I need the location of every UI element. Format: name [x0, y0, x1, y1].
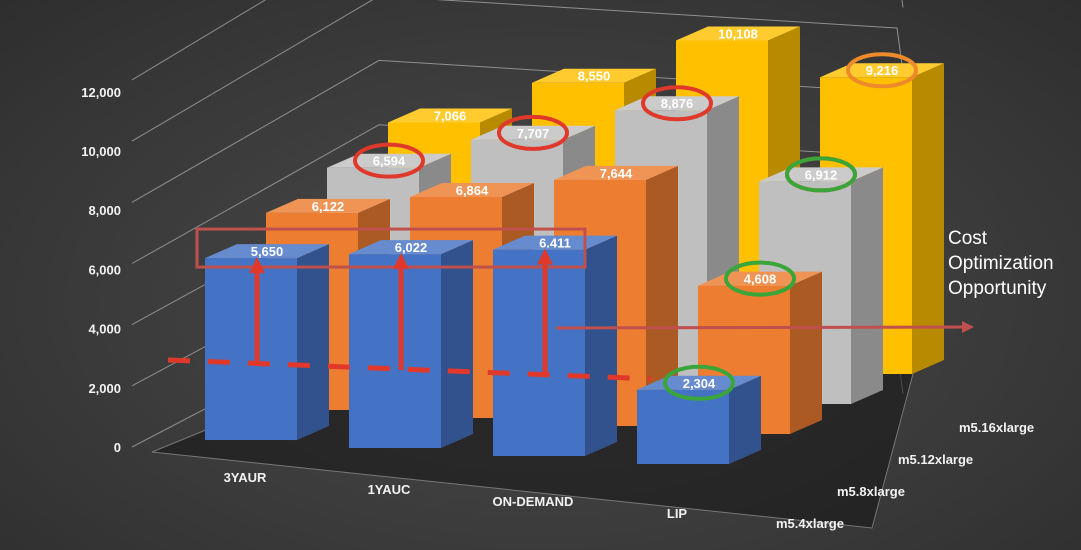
bar-value-label: 2,304	[683, 376, 716, 391]
bar-side-face	[912, 63, 944, 374]
bar-top-face	[676, 26, 800, 41]
bar-value-label: 10,108	[718, 27, 758, 42]
bar-value-label: 5,650	[251, 244, 284, 259]
bar: 5,650	[205, 244, 329, 440]
bar-front-face	[349, 254, 441, 448]
bar-value-label: 8,550	[578, 69, 611, 84]
bar-value-label: 6,912	[805, 167, 838, 182]
bar-top-face	[349, 240, 473, 255]
bar-value-label: 6.411	[539, 236, 571, 251]
bars: 7,066 8,550 10,108 9,216 6,594 7,707 8,876 6,91…	[205, 26, 944, 464]
callout-arrow	[555, 321, 974, 334]
bar-front-face	[205, 258, 297, 440]
highlight-circle	[663, 364, 735, 401]
highlight-box	[195, 227, 587, 269]
bar-front-face	[493, 249, 585, 456]
y-tick-label: 12,000	[81, 85, 121, 100]
bar-value-label: 9,216	[866, 63, 899, 78]
bar-top-face	[266, 198, 390, 213]
bar-side-face	[851, 167, 883, 404]
gridline	[131, 0, 904, 142]
y-tick-label: 4,000	[88, 322, 121, 337]
callout-line-2: Optimization	[948, 253, 1054, 274]
bar-side-face	[297, 244, 329, 440]
bar-top-face	[554, 165, 678, 180]
series-axis-labels: m5.4xlarge m5.8xlarge m5.12xlarge m5.16xlar…	[776, 420, 1034, 531]
annotations	[167, 52, 974, 401]
bar-value-label: 7,066	[434, 108, 467, 123]
bar-side-face	[729, 375, 761, 464]
highlight-circle	[497, 114, 569, 151]
bar-side-face	[790, 271, 822, 434]
bar-top-face	[532, 68, 656, 83]
bar-value-label: 6,122	[312, 199, 345, 214]
highlight-circle	[846, 52, 918, 89]
series-axis-label: m5.16xlarge	[959, 420, 1034, 435]
bar-value-label: 4,608	[744, 272, 777, 287]
highlight-circle	[724, 260, 796, 297]
x-tick-label: ON-DEMAND	[493, 494, 574, 509]
bar: 6.411	[493, 236, 617, 456]
baseline-dashed-line	[167, 357, 652, 382]
highlight-circle	[353, 142, 425, 179]
bar-value-label: 7,707	[517, 126, 550, 141]
y-axis-ticks: 0 2,000 4,000 6,000 8,000 10,000 12,000	[81, 85, 121, 455]
series-axis-label: m5.12xlarge	[898, 452, 973, 467]
bar-top-face	[205, 244, 329, 259]
gridline	[131, 0, 904, 81]
cost-optimization-callout: Cost Optimization Opportunity	[948, 226, 1054, 301]
callout-line-1: Cost	[948, 228, 988, 249]
highlight-circle	[785, 156, 857, 193]
bar-front-face	[637, 389, 729, 464]
y-tick-label: 10,000	[81, 144, 121, 159]
y-tick-label: 0	[114, 440, 121, 455]
bar-top-face	[388, 108, 512, 123]
x-axis-labels: 3YAUR 1YAUC ON-DEMAND LIP	[224, 470, 688, 521]
bar-value-label: 7,644	[600, 166, 633, 181]
y-tick-label: 8,000	[88, 203, 121, 218]
series-axis-label: m5.4xlarge	[776, 516, 844, 531]
bar: 6,022	[349, 240, 473, 448]
y-tick-label: 2,000	[88, 381, 121, 396]
bar: 2,304	[637, 375, 761, 464]
bar-value-label: 8,876	[661, 96, 694, 111]
callout-line-3: Opportunity	[948, 278, 1047, 299]
x-tick-label: 1YAUC	[368, 482, 411, 497]
series-axis-label: m5.8xlarge	[837, 484, 905, 499]
y-tick-label: 6,000	[88, 262, 121, 277]
bar-side-face	[441, 240, 473, 448]
bar-side-face	[585, 235, 617, 456]
bar-value-label: 6,022	[395, 240, 428, 255]
highlight-circle	[641, 85, 713, 122]
bar-value-label: 6,594	[373, 154, 406, 169]
bar-value-label: 6,864	[456, 183, 489, 198]
bar-side-face	[646, 165, 678, 426]
x-tick-label: LIP	[667, 506, 688, 521]
x-tick-label: 3YAUR	[224, 470, 267, 485]
bar-top-face	[410, 183, 534, 197]
